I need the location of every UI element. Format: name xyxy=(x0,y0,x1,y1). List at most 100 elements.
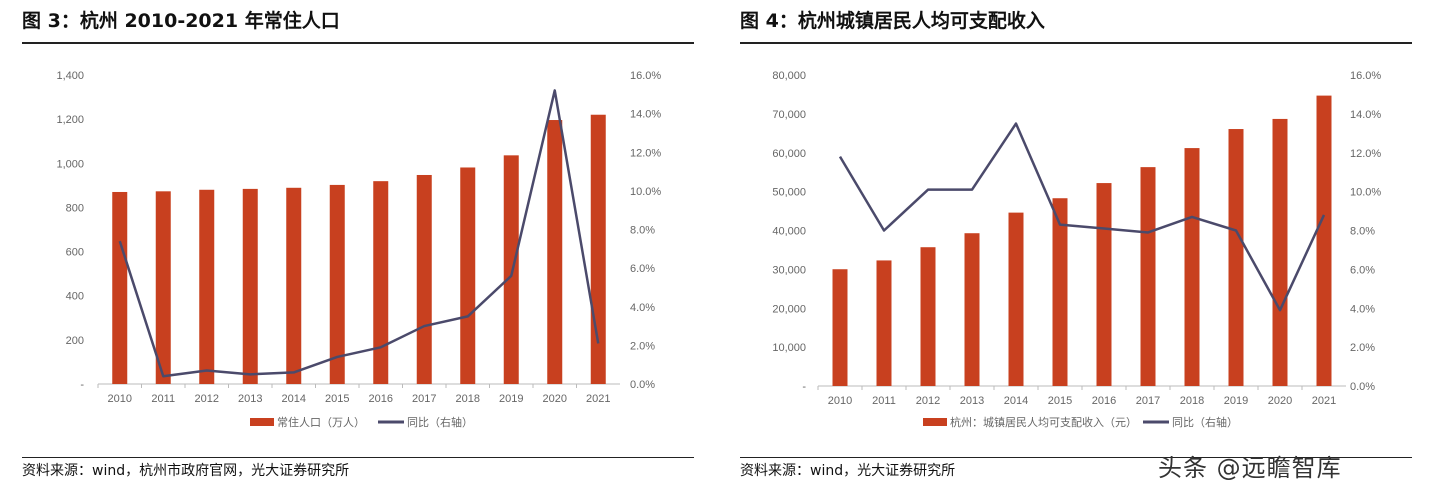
title-divider xyxy=(740,42,1412,44)
right-axis-tick-label: 2.0% xyxy=(1350,342,1375,354)
x-axis-tick-label: 2020 xyxy=(543,393,567,405)
bar-2016 xyxy=(1096,183,1112,386)
left-axis-tick-label: 400 xyxy=(66,291,84,303)
right-axis-tick-label: 12.0% xyxy=(1350,148,1381,160)
bar-2014 xyxy=(1008,212,1024,386)
left-axis-tick-label: 800 xyxy=(66,202,84,214)
bar-2012 xyxy=(199,189,215,384)
chart1-source: 资料来源：wind，杭州市政府官网，光大证券研究所 xyxy=(22,463,350,479)
right-axis-tick-label: 0.0% xyxy=(630,379,655,391)
x-axis-tick-label: 2011 xyxy=(872,395,896,407)
bar-2018 xyxy=(1184,148,1200,386)
left-axis-tick-label: 70,000 xyxy=(772,109,806,121)
x-axis-tick-label: 2018 xyxy=(1180,395,1204,407)
legend-line-label: 同比（右轴） xyxy=(1172,415,1238,429)
right-axis-tick-label: 12.0% xyxy=(630,147,661,159)
left-axis-tick-label: - xyxy=(80,379,84,391)
right-axis-tick-label: 4.0% xyxy=(1350,303,1375,315)
bar-2020 xyxy=(547,120,563,385)
bar-2015 xyxy=(329,184,345,384)
bar-2019 xyxy=(503,155,519,384)
right-axis-tick-label: 10.0% xyxy=(1350,187,1381,199)
x-axis-tick-label: 2019 xyxy=(1224,395,1248,407)
bar-2014 xyxy=(286,187,302,384)
left-axis-tick-label: 50,000 xyxy=(772,187,806,199)
bar-2013 xyxy=(964,233,980,386)
footer-divider xyxy=(22,457,694,458)
yoy-line xyxy=(118,89,600,378)
watermark: 头条 @远瞻智库 xyxy=(1158,454,1342,482)
chart-population: - 200 400 600 800 1,000 1,200 1,400 0.0% 2.0% 4.0%… xyxy=(56,70,661,429)
left-axis-tick-label: 40,000 xyxy=(772,226,806,238)
left-axis-tick-label: 1,200 xyxy=(56,114,84,126)
x-axis-tick-label: 2021 xyxy=(1312,395,1336,407)
bar-2017 xyxy=(1140,167,1156,386)
right-axis-tick-label: 16.0% xyxy=(630,70,661,82)
x-axis-tick-label: 2019 xyxy=(499,393,523,405)
legend-line-label: 同比（右轴） xyxy=(407,415,473,429)
bar-2020 xyxy=(1272,118,1288,387)
legend-bar-swatch xyxy=(923,418,947,426)
left-axis-tick-label: 30,000 xyxy=(772,264,806,276)
left-axis-tick-label: 10,000 xyxy=(772,342,806,354)
left-axis-tick-label: 600 xyxy=(66,247,84,259)
right-axis-tick-label: 2.0% xyxy=(630,340,655,352)
right-axis-tick-label: 0.0% xyxy=(1350,381,1375,393)
bar-2018 xyxy=(460,167,476,384)
x-axis-tick-label: 2021 xyxy=(586,393,610,405)
x-axis-tick-label: 2017 xyxy=(412,393,436,405)
chart2-title: 图 4：杭州城镇居民人均可支配收入 xyxy=(740,10,1045,32)
x-axis-tick-label: 2010 xyxy=(828,395,852,407)
right-axis-tick-label: 6.0% xyxy=(630,263,655,275)
x-axis-tick-label: 2016 xyxy=(369,393,393,405)
bar-2019 xyxy=(1228,129,1244,386)
x-axis-tick-label: 2012 xyxy=(195,393,219,405)
bar-2011 xyxy=(155,191,171,384)
right-axis-tick-label: 6.0% xyxy=(1350,264,1375,276)
left-axis-tick-label: - xyxy=(802,381,806,393)
chart-income: - 10,000 20,000 30,000 40,000 50,000 60,000 70,… xyxy=(772,70,1381,429)
bar-2015 xyxy=(1052,198,1068,386)
right-axis-tick-label: 16.0% xyxy=(1350,70,1381,82)
legend-bar-label: 常住人口（万人） xyxy=(277,415,365,429)
left-axis-tick-label: 80,000 xyxy=(772,70,806,82)
x-axis-tick-label: 2010 xyxy=(108,393,132,405)
x-axis-tick-label: 2012 xyxy=(916,395,940,407)
bar-2013 xyxy=(242,188,258,384)
right-axis-tick-label: 14.0% xyxy=(1350,109,1381,121)
bar-2011 xyxy=(876,260,892,386)
right-axis-tick-label: 8.0% xyxy=(1350,226,1375,238)
bar-2012 xyxy=(920,247,936,386)
x-axis-tick-label: 2011 xyxy=(151,393,175,405)
x-axis-tick-label: 2018 xyxy=(456,393,480,405)
x-axis-tick-label: 2020 xyxy=(1268,395,1292,407)
bar-2010 xyxy=(112,191,128,384)
right-axis-tick-label: 8.0% xyxy=(630,225,655,237)
x-axis-tick-label: 2017 xyxy=(1136,395,1160,407)
legend-bar-swatch xyxy=(250,418,274,426)
bar-2016 xyxy=(373,181,389,384)
bar-2021 xyxy=(1316,95,1332,386)
bar-2010 xyxy=(832,269,848,386)
title-divider xyxy=(22,42,694,44)
left-axis-tick-label: 60,000 xyxy=(772,148,806,160)
bar-2017 xyxy=(416,174,432,384)
x-axis-tick-label: 2015 xyxy=(325,393,349,405)
x-axis-tick-label: 2014 xyxy=(1004,395,1028,407)
x-axis-tick-label: 2013 xyxy=(960,395,984,407)
bar-2021 xyxy=(590,114,606,384)
legend-bar-label: 杭州：城镇居民人均可支配收入（元） xyxy=(950,415,1137,429)
left-axis-tick-label: 20,000 xyxy=(772,303,806,315)
x-axis-tick-label: 2013 xyxy=(238,393,262,405)
x-axis-tick-label: 2014 xyxy=(282,393,306,405)
chart2-source: 资料来源：wind，光大证券研究所 xyxy=(740,463,956,479)
right-axis-tick-label: 10.0% xyxy=(630,186,661,198)
right-axis-tick-label: 4.0% xyxy=(630,302,655,314)
left-axis-tick-label: 1,400 xyxy=(56,70,84,82)
chart1-title: 图 3：杭州 2010-2021 年常住人口 xyxy=(22,10,340,32)
x-axis-tick-label: 2015 xyxy=(1048,395,1072,407)
left-axis-tick-label: 1,000 xyxy=(56,158,84,170)
right-axis-tick-label: 14.0% xyxy=(630,109,661,121)
left-axis-tick-label: 200 xyxy=(66,335,84,347)
x-axis-tick-label: 2016 xyxy=(1092,395,1116,407)
